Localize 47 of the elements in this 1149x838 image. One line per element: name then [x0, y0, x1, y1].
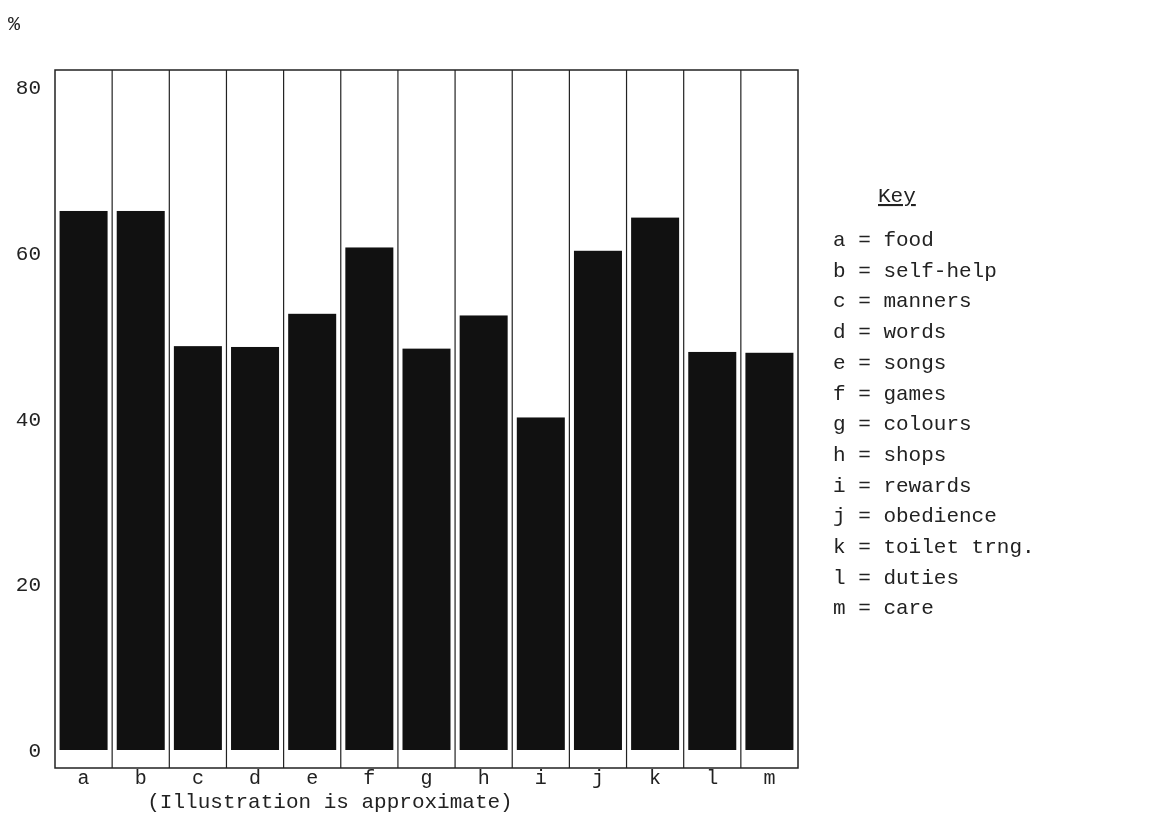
bar: [459, 315, 508, 750]
text: Key: [878, 185, 916, 208]
bar: [59, 210, 108, 750]
bar: [688, 351, 737, 750]
y-axis-title: %: [8, 13, 21, 36]
x-tick-label: f: [363, 767, 376, 791]
text: h = shops: [833, 443, 947, 467]
bar: [631, 217, 680, 750]
bar: [573, 250, 622, 750]
x-tick-label: m: [763, 767, 776, 791]
bar: [173, 346, 222, 750]
x-tick-label: b: [134, 767, 147, 791]
x-tick-label: g: [420, 767, 433, 791]
x-tick-label: a: [77, 767, 90, 791]
x-tick-label: c: [191, 767, 204, 791]
y-tick-label: 20: [15, 574, 41, 598]
y-tick-label: 40: [15, 408, 41, 432]
text: j = obedience: [833, 505, 997, 529]
bar: [288, 313, 337, 750]
y-tick-label: 60: [15, 242, 41, 266]
text: m = care: [833, 597, 934, 621]
x-tick-label: e: [306, 767, 319, 791]
x-tick-label: h: [477, 767, 490, 791]
x-tick-label: j: [591, 767, 604, 791]
text: k = toilet trng.: [833, 536, 1035, 559]
text: d = words: [833, 321, 947, 345]
bar: [745, 352, 794, 750]
text: c = manners: [833, 290, 972, 314]
x-tick-label: k: [649, 767, 662, 791]
bar: [345, 247, 394, 750]
bar: [402, 348, 451, 750]
y-tick-label: 0: [28, 740, 41, 764]
text: a = food: [833, 229, 934, 252]
text: (Illustration is approximate): [147, 791, 513, 814]
x-tick-label: i: [534, 767, 547, 791]
text: b = self-help: [833, 259, 997, 283]
bar: [231, 346, 280, 750]
x-tick-label: d: [249, 767, 262, 791]
bar: [116, 210, 165, 750]
text: e = songs: [833, 351, 947, 375]
text: i = rewards: [833, 474, 972, 498]
bar: [516, 417, 565, 750]
y-tick-label: 80: [15, 76, 41, 100]
x-tick-label: l: [706, 767, 719, 791]
text: l = duties: [833, 566, 960, 590]
text: g = colours: [833, 413, 972, 437]
text: f = games: [833, 382, 947, 406]
